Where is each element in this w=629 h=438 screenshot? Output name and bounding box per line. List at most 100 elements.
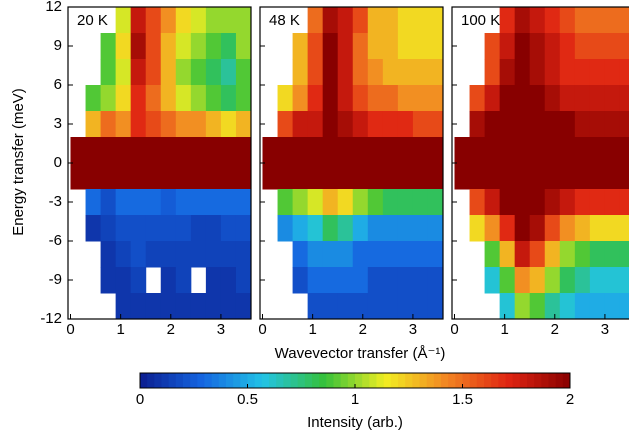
colorbar-step — [276, 373, 284, 388]
heatmap-cell — [427, 137, 443, 164]
heatmap-cell — [262, 163, 279, 190]
heatmap-cell — [307, 293, 324, 319]
y-tick-label: 9 — [54, 37, 62, 54]
cells — [454, 7, 629, 319]
heatmap-cell — [352, 293, 369, 319]
colorbar-step — [505, 373, 514, 388]
colorbar-step — [190, 373, 198, 388]
heatmap-cell — [574, 59, 591, 86]
heatmap-cell — [322, 267, 339, 294]
heatmap-cell — [397, 241, 414, 268]
heatmap-cell — [352, 111, 369, 138]
heatmap-cell — [529, 137, 546, 164]
heatmap-cell — [454, 137, 471, 164]
heatmap-cell — [514, 189, 531, 216]
heatmap-cell — [529, 189, 546, 216]
heatmap-cell — [367, 33, 384, 60]
heatmap-cell — [220, 215, 237, 242]
heatmap-cell — [70, 137, 87, 164]
heatmap-cell — [574, 111, 591, 138]
colorbar-step — [562, 373, 571, 388]
heatmap-cell — [352, 241, 369, 268]
colorbar-step — [527, 373, 535, 388]
heatmap-cell — [100, 163, 117, 190]
heatmap-cell — [100, 267, 117, 294]
heatmap-cell — [205, 189, 222, 216]
x-tick-label: 0 — [450, 321, 458, 338]
heatmap-cell — [70, 163, 87, 190]
heatmap-cell — [412, 293, 429, 319]
colorbar-step — [355, 373, 363, 388]
colorbar-step — [498, 373, 506, 388]
heatmap-cell — [85, 137, 102, 164]
heatmap-cell — [382, 33, 399, 60]
heatmap-cell — [544, 293, 561, 319]
colorbar-step — [218, 373, 227, 388]
colorbar-tick-label: 2 — [566, 391, 574, 408]
heatmap-cell — [115, 293, 132, 319]
heatmap-cell — [619, 163, 629, 190]
heatmap-cell — [130, 59, 147, 86]
heatmap-cell — [307, 267, 324, 294]
colorbar-step — [247, 373, 256, 388]
x-tick-label: 3 — [409, 321, 417, 338]
heatmap-cell — [130, 111, 147, 138]
heatmap-cell — [619, 59, 629, 86]
heatmap-cell — [544, 137, 561, 164]
heatmap-cell — [589, 241, 606, 268]
heatmap-cell — [604, 111, 621, 138]
heatmap-cell — [367, 137, 384, 164]
heatmap-cell — [559, 111, 576, 138]
heatmap-cell — [529, 33, 546, 60]
heatmap-cell — [544, 215, 561, 242]
heatmap-cell — [100, 85, 117, 112]
colorbar-step — [441, 373, 449, 388]
heatmap-cell — [589, 189, 606, 216]
colorbar-tick-label: 0 — [136, 391, 144, 408]
heatmap-cell — [589, 7, 606, 34]
heatmap-cell — [235, 189, 251, 216]
heatmap-cell — [145, 59, 162, 86]
heatmap-cell — [175, 267, 192, 294]
colorbar-step — [233, 373, 241, 388]
heatmap-cell — [484, 267, 501, 294]
heatmap-cell — [619, 137, 629, 164]
heatmap-cell — [514, 267, 531, 294]
heatmap-cell — [277, 111, 294, 138]
heatmap-cell — [604, 85, 621, 112]
heatmap-cell — [574, 215, 591, 242]
heatmap-cell — [412, 33, 429, 60]
heatmap-cell — [469, 111, 486, 138]
heatmap-cell — [427, 59, 443, 86]
heatmap-cell — [397, 59, 414, 86]
heatmap-cell — [337, 267, 354, 294]
heatmap-cell — [367, 111, 384, 138]
heatmap-cell — [115, 267, 132, 294]
heatmap-cell — [367, 85, 384, 112]
heatmap-cell — [604, 137, 621, 164]
heatmap-cell — [130, 163, 147, 190]
colorbar-tick-label: 1.5 — [452, 391, 473, 408]
heatmap-cell — [604, 215, 621, 242]
heatmap-cell — [100, 137, 117, 164]
heatmap-cell — [190, 215, 207, 242]
heatmap-cell — [367, 215, 384, 242]
heatmap-cell — [484, 137, 501, 164]
heatmap-cell — [337, 137, 354, 164]
heatmap-cell — [427, 241, 443, 268]
heatmap-cell — [382, 189, 399, 216]
heatmap-cell — [175, 241, 192, 268]
x-axis-label: Wavevector transfer (Å⁻¹) — [275, 345, 446, 362]
heatmap-cell — [115, 85, 132, 112]
heatmap-cell — [145, 163, 162, 190]
heatmap-cell — [574, 293, 591, 319]
heatmap-cell — [559, 215, 576, 242]
heatmap-cell — [514, 293, 531, 319]
heatmap-cell — [322, 7, 339, 34]
heatmap-cell — [175, 59, 192, 86]
heatmap-cell — [220, 7, 237, 34]
heatmap-cell — [130, 241, 147, 268]
heatmap-cell — [322, 241, 339, 268]
heatmap-cell — [352, 85, 369, 112]
heatmap-cell — [292, 241, 309, 268]
